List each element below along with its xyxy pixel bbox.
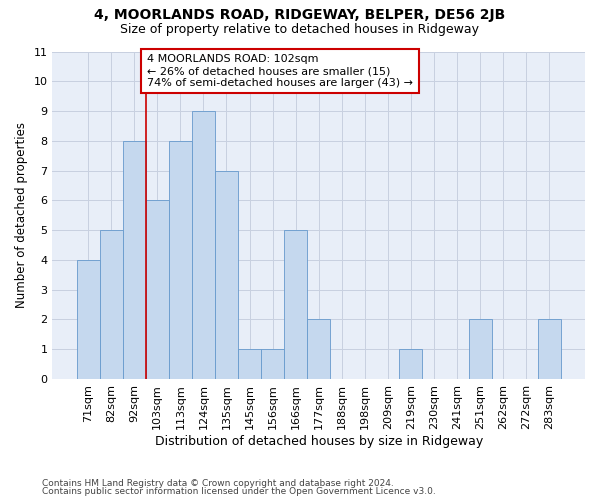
X-axis label: Distribution of detached houses by size in Ridgeway: Distribution of detached houses by size … xyxy=(155,434,483,448)
Bar xyxy=(100,230,123,379)
Bar xyxy=(400,349,422,379)
Bar xyxy=(261,349,284,379)
Bar xyxy=(307,320,330,379)
Text: Contains HM Land Registry data © Crown copyright and database right 2024.: Contains HM Land Registry data © Crown c… xyxy=(42,478,394,488)
Bar xyxy=(469,320,491,379)
Text: 4, MOORLANDS ROAD, RIDGEWAY, BELPER, DE56 2JB: 4, MOORLANDS ROAD, RIDGEWAY, BELPER, DE5… xyxy=(94,8,506,22)
Bar xyxy=(192,111,215,379)
Bar xyxy=(238,349,261,379)
Bar xyxy=(538,320,561,379)
Bar xyxy=(146,200,169,379)
Text: Size of property relative to detached houses in Ridgeway: Size of property relative to detached ho… xyxy=(121,22,479,36)
Bar xyxy=(169,141,192,379)
Bar xyxy=(77,260,100,379)
Text: 4 MOORLANDS ROAD: 102sqm
← 26% of detached houses are smaller (15)
74% of semi-d: 4 MOORLANDS ROAD: 102sqm ← 26% of detach… xyxy=(147,54,413,88)
Text: Contains public sector information licensed under the Open Government Licence v3: Contains public sector information licen… xyxy=(42,487,436,496)
Y-axis label: Number of detached properties: Number of detached properties xyxy=(15,122,28,308)
Bar xyxy=(215,170,238,379)
Bar xyxy=(284,230,307,379)
Bar xyxy=(123,141,146,379)
